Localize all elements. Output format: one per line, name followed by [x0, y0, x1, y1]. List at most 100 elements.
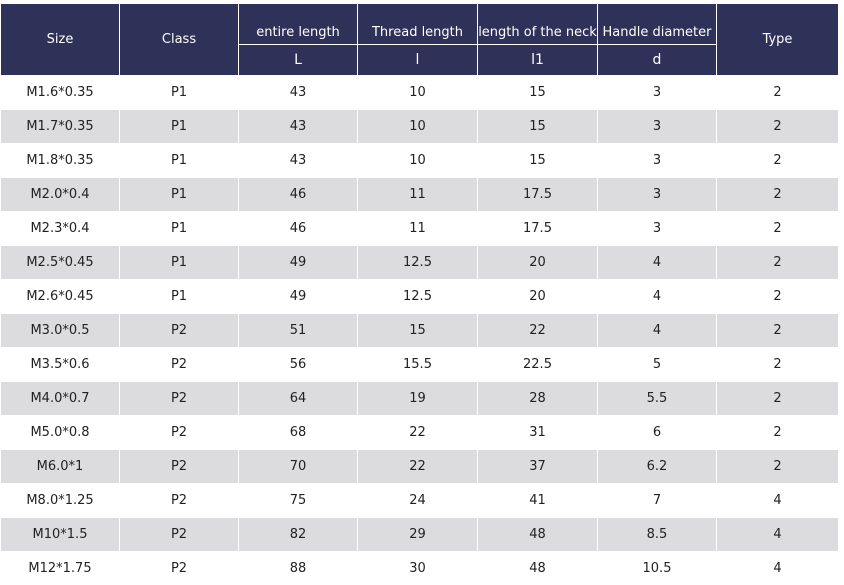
cell-d: 6.2 [598, 450, 717, 484]
header-neck-length: length of the neck [478, 4, 598, 45]
cell-L: 43 [239, 110, 358, 144]
cell-l1: 31 [478, 416, 598, 450]
header-type: Type [717, 4, 839, 76]
cell-size: M5.0*0.8 [1, 416, 120, 450]
cell-d: 6 [598, 416, 717, 450]
cell-L: 56 [239, 348, 358, 382]
cell-class: P1 [120, 280, 239, 314]
cell-l: 19 [358, 382, 478, 416]
cell-class: P1 [120, 144, 239, 178]
cell-d: 3 [598, 110, 717, 144]
cell-class: P2 [120, 552, 239, 585]
cell-class: P1 [120, 178, 239, 212]
cell-d: 3 [598, 212, 717, 246]
cell-l: 22 [358, 450, 478, 484]
cell-class: P2 [120, 484, 239, 518]
cell-size: M2.5*0.45 [1, 246, 120, 280]
cell-l: 15.5 [358, 348, 478, 382]
cell-l1: 17.5 [478, 178, 598, 212]
cell-type: 2 [717, 144, 839, 178]
cell-type: 2 [717, 348, 839, 382]
cell-type: 4 [717, 484, 839, 518]
cell-l1: 20 [478, 246, 598, 280]
cell-type: 2 [717, 416, 839, 450]
cell-d: 5 [598, 348, 717, 382]
table-header: Size Class entire length Thread length l… [1, 4, 839, 76]
cell-l1: 48 [478, 552, 598, 585]
cell-type: 2 [717, 110, 839, 144]
cell-d: 4 [598, 314, 717, 348]
cell-size: M2.6*0.45 [1, 280, 120, 314]
spec-table: Size Class entire length Thread length l… [0, 3, 839, 585]
cell-l: 11 [358, 212, 478, 246]
cell-l1: 22.5 [478, 348, 598, 382]
cell-type: 4 [717, 552, 839, 585]
cell-d: 3 [598, 144, 717, 178]
header-class: Class [120, 4, 239, 76]
cell-class: P2 [120, 518, 239, 552]
cell-size: M1.7*0.35 [1, 110, 120, 144]
cell-l1: 22 [478, 314, 598, 348]
cell-type: 2 [717, 314, 839, 348]
cell-l: 30 [358, 552, 478, 585]
cell-class: P2 [120, 416, 239, 450]
cell-class: P2 [120, 382, 239, 416]
cell-L: 46 [239, 212, 358, 246]
cell-d: 7 [598, 484, 717, 518]
cell-l: 29 [358, 518, 478, 552]
cell-L: 68 [239, 416, 358, 450]
cell-L: 43 [239, 76, 358, 110]
header-size: Size [1, 4, 120, 76]
cell-l: 10 [358, 76, 478, 110]
cell-l: 22 [358, 416, 478, 450]
cell-l: 10 [358, 144, 478, 178]
cell-class: P1 [120, 76, 239, 110]
cell-d: 8.5 [598, 518, 717, 552]
header-thread-length: Thread length [358, 4, 478, 45]
cell-size: M10*1.5 [1, 518, 120, 552]
cell-class: P1 [120, 212, 239, 246]
cell-size: M1.8*0.35 [1, 144, 120, 178]
cell-size: M6.0*1 [1, 450, 120, 484]
cell-size: M3.5*0.6 [1, 348, 120, 382]
cell-type: 2 [717, 450, 839, 484]
cell-size: M12*1.75 [1, 552, 120, 585]
cell-L: 75 [239, 484, 358, 518]
cell-L: 49 [239, 246, 358, 280]
cell-l1: 48 [478, 518, 598, 552]
cell-l: 10 [358, 110, 478, 144]
cell-L: 49 [239, 280, 358, 314]
cell-l1: 20 [478, 280, 598, 314]
cell-l1: 41 [478, 484, 598, 518]
cell-L: 82 [239, 518, 358, 552]
cell-l1: 15 [478, 110, 598, 144]
cell-class: P2 [120, 314, 239, 348]
cell-l1: 15 [478, 76, 598, 110]
cell-d: 4 [598, 280, 717, 314]
cell-d: 4 [598, 246, 717, 280]
spec-table-container: Size Class entire length Thread length l… [0, 3, 838, 585]
cell-type: 2 [717, 178, 839, 212]
cell-class: P2 [120, 450, 239, 484]
cell-L: 64 [239, 382, 358, 416]
cell-type: 2 [717, 280, 839, 314]
header-symbol-d: d [598, 45, 717, 76]
cell-type: 4 [717, 518, 839, 552]
cell-size: M4.0*0.7 [1, 382, 120, 416]
cell-size: M1.6*0.35 [1, 76, 120, 110]
header-symbol-l1: l1 [478, 45, 598, 76]
cell-type: 2 [717, 212, 839, 246]
cell-l: 12.5 [358, 246, 478, 280]
